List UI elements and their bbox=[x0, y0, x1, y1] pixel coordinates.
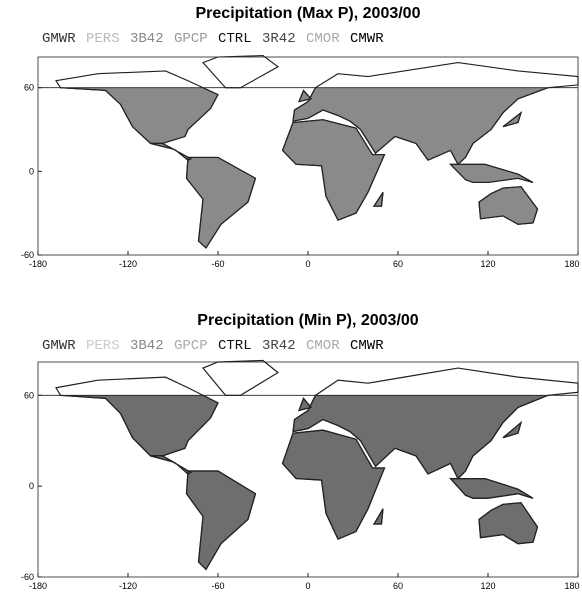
x-tick-label: -180 bbox=[29, 259, 47, 269]
y-tick-label: 60 bbox=[24, 83, 34, 93]
legend-label: CMOR bbox=[306, 31, 340, 47]
legend-label: 3B42 bbox=[130, 338, 164, 354]
y-tick-label: 60 bbox=[24, 390, 34, 400]
x-tick-label: 60 bbox=[393, 259, 403, 269]
legend-label: CMOR bbox=[306, 338, 340, 354]
x-tick-label: -120 bbox=[119, 581, 137, 591]
legend-label: 3R42 bbox=[262, 31, 296, 47]
panel-title: Precipitation (Max P), 2003/00 bbox=[196, 5, 421, 22]
x-tick-label: -60 bbox=[211, 581, 224, 591]
figure: Precipitation (Max P), 2003/00 GMWR PERS 3B… bbox=[0, 0, 582, 597]
y-tick-label: 0 bbox=[29, 166, 34, 176]
x-tick-label: -120 bbox=[119, 259, 137, 269]
y-tick-label: -60 bbox=[21, 572, 34, 582]
x-tick-label: -60 bbox=[211, 259, 224, 269]
x-tick-label: -180 bbox=[29, 581, 47, 591]
y-tick-label: 0 bbox=[29, 481, 34, 491]
legend-label: GMWR bbox=[42, 338, 76, 354]
x-tick-label: 60 bbox=[393, 581, 403, 591]
legend-label: PERS bbox=[86, 31, 120, 47]
x-tick-label: 0 bbox=[305, 581, 310, 591]
legend-label: GPCP bbox=[174, 31, 208, 47]
legend-label: CMWR bbox=[350, 31, 384, 47]
legend-label: CTRL bbox=[218, 31, 252, 47]
legend-label: PERS bbox=[86, 338, 120, 354]
x-tick-label: 180 bbox=[564, 259, 579, 269]
x-tick-label: 180 bbox=[564, 581, 579, 591]
y-tick-label: -60 bbox=[21, 250, 34, 260]
panel-title: Precipitation (Min P), 2003/00 bbox=[197, 312, 419, 329]
x-tick-label: 0 bbox=[305, 259, 310, 269]
x-tick-label: 120 bbox=[480, 581, 495, 591]
x-tick-label: 120 bbox=[480, 259, 495, 269]
legend-label: GPCP bbox=[174, 338, 208, 354]
legend-label: 3B42 bbox=[130, 31, 164, 47]
legend-label: CMWR bbox=[350, 338, 384, 354]
legend-label: 3R42 bbox=[262, 338, 296, 354]
legend-label: CTRL bbox=[218, 338, 252, 354]
legend-label: GMWR bbox=[42, 31, 76, 47]
